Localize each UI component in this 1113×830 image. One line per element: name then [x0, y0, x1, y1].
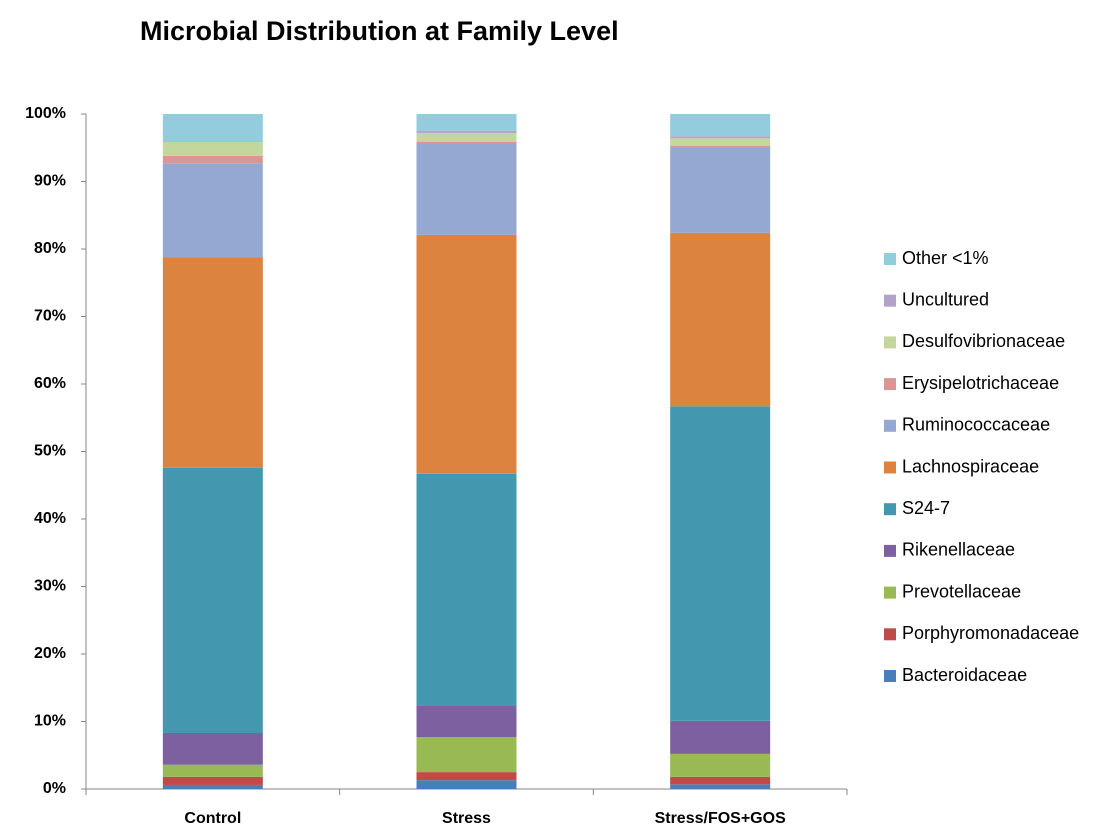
bar-segment	[670, 232, 771, 407]
bar-segment	[416, 143, 517, 235]
legend-label: Other <1%	[902, 248, 989, 268]
legend-swatch	[884, 461, 896, 474]
bar-segment	[162, 141, 263, 142]
legend-swatch	[884, 670, 896, 682]
legend-swatch	[884, 253, 896, 265]
bar-segment	[162, 257, 263, 468]
y-tick-label: 50%	[34, 443, 66, 460]
bar-segment	[162, 467, 263, 733]
y-tick-label: 10%	[34, 713, 66, 730]
y-tick-label: 90%	[34, 173, 66, 190]
bar-segment	[162, 784, 263, 789]
x-tick-label: Stress	[442, 810, 491, 827]
legend-swatch	[884, 544, 896, 557]
legend-label: Uncultured	[902, 289, 989, 309]
x-tick-label: Control	[184, 810, 241, 827]
legend-label: Erysipelotrichaceae	[902, 373, 1059, 393]
legend-label: Ruminococcaceae	[902, 415, 1050, 435]
legend-swatch	[884, 378, 896, 391]
y-tick-label: 100%	[25, 105, 66, 122]
legend-label: Porphyromonadaceae	[902, 623, 1079, 643]
bar-segment	[416, 132, 517, 142]
y-tick-label: 80%	[34, 240, 66, 257]
bar-segment	[670, 776, 771, 785]
bar-segment	[162, 776, 263, 785]
bar-segment	[670, 406, 771, 721]
y-tick-label: 70%	[34, 308, 66, 325]
bar-segment	[416, 473, 517, 706]
bar-segment	[416, 130, 517, 133]
bar-segment	[670, 147, 771, 233]
legend-label: Lachnospiraceae	[902, 456, 1039, 476]
bar-segment	[416, 780, 517, 789]
y-tick-label: 40%	[34, 510, 66, 527]
bar-segment	[670, 720, 771, 754]
y-tick-label: 20%	[34, 645, 66, 662]
y-tick-label: 60%	[34, 375, 66, 392]
legend-label: Prevotellaceae	[902, 581, 1021, 601]
bar-segment	[162, 141, 263, 156]
chart-title: Microbial Distribution at Family Level	[140, 16, 619, 46]
y-tick-label: 30%	[34, 578, 66, 595]
legend-swatch	[884, 503, 896, 516]
bar-segment	[670, 138, 771, 146]
bar-segment	[416, 705, 517, 738]
bar-segment	[416, 114, 517, 131]
bar-segment	[670, 784, 771, 789]
legend-label: Rikenellaceae	[902, 540, 1015, 560]
x-tick-label: Stress/FOS+GOS	[655, 810, 786, 827]
y-tick-label: 0%	[43, 780, 66, 797]
bar-segment	[416, 772, 517, 781]
bar-segment	[670, 136, 771, 139]
legend-swatch	[884, 294, 896, 307]
legend-label: S24-7	[902, 498, 950, 518]
bar-segment	[416, 737, 517, 773]
bar-segment	[416, 234, 517, 474]
bar-segment	[162, 732, 263, 765]
bar-segment	[416, 141, 517, 144]
bar-segment	[162, 155, 263, 164]
bar-segment	[162, 163, 263, 258]
legend-swatch	[884, 419, 896, 432]
legend-label: Desulfovibrionaceae	[902, 331, 1065, 351]
legend-label: Bacteroidaceae	[902, 665, 1027, 685]
legend-swatch	[884, 628, 896, 641]
bar-segment	[162, 114, 263, 141]
bar-segment	[670, 114, 771, 137]
legend-swatch	[884, 586, 896, 599]
bar-segment	[670, 753, 771, 777]
legend-swatch	[884, 336, 896, 349]
bar-segment	[670, 145, 771, 148]
bar-segment	[162, 764, 263, 777]
